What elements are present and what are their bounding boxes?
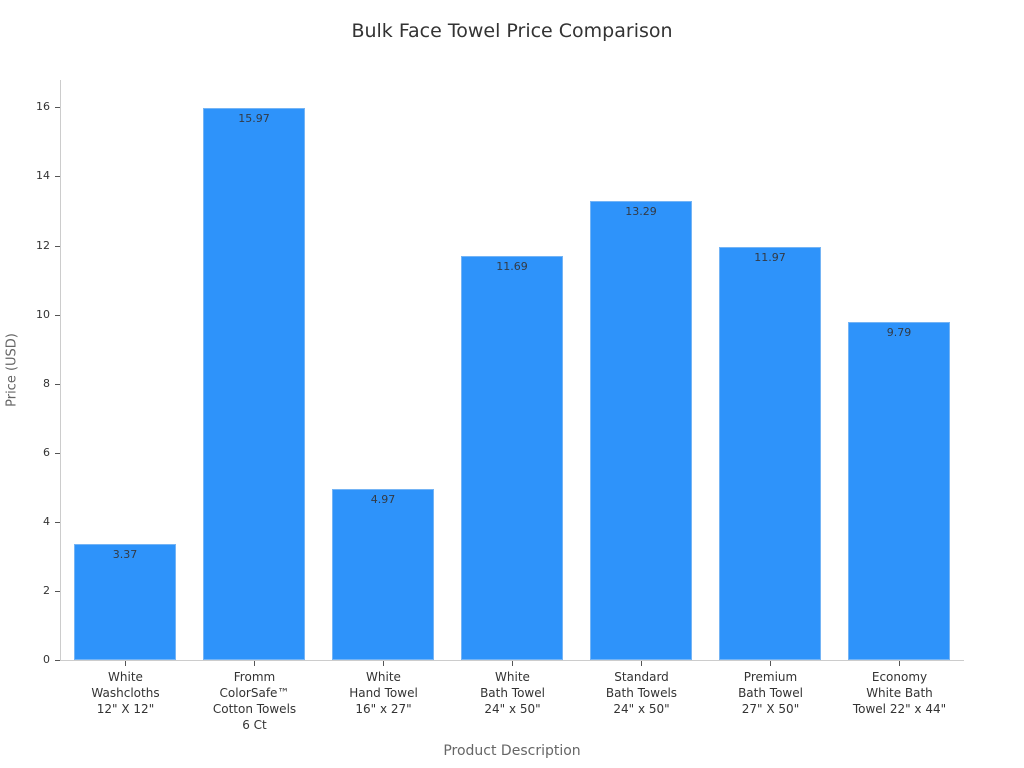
bar-value-label: 15.97 <box>238 112 270 125</box>
y-tick-label: 2 <box>43 584 50 597</box>
y-tick-mark <box>55 591 60 592</box>
y-tick-label: 0 <box>43 653 50 666</box>
y-tick: 8 <box>0 377 60 391</box>
bar-value-label: 9.79 <box>886 326 912 339</box>
y-tick-mark <box>55 107 60 108</box>
bar-value-label: 3.37 <box>112 548 138 561</box>
x-tick-mark <box>899 661 900 666</box>
bar-value-label: 11.97 <box>754 251 786 264</box>
bar: 15.97 <box>203 108 305 660</box>
x-tick-label: White Hand Towel 16" x 27" <box>349 670 418 716</box>
bar: 4.97 <box>332 489 434 660</box>
bar-value-label: 11.69 <box>496 260 528 273</box>
y-tick: 16 <box>0 100 60 114</box>
y-tick: 4 <box>0 515 60 529</box>
y-tick-label: 4 <box>43 515 50 528</box>
y-tick-label: 8 <box>43 377 50 390</box>
y-tick: 14 <box>0 169 60 183</box>
y-tick: 0 <box>0 653 60 667</box>
chart-title: Bulk Face Towel Price Comparison <box>351 20 673 42</box>
y-tick-mark <box>55 315 60 316</box>
x-tick-mark <box>512 661 513 666</box>
y-tick: 10 <box>0 308 60 322</box>
x-tick-mark <box>254 661 255 666</box>
bar: 9.79 <box>848 322 950 660</box>
y-tick-label: 14 <box>36 169 50 182</box>
x-tick-label: Premium Bath Towel 27" X 50" <box>738 670 803 716</box>
y-tick-mark <box>55 246 60 247</box>
y-tick-label: 10 <box>36 308 50 321</box>
y-tick: 2 <box>0 584 60 598</box>
x-tick-label: White Washcloths 12" X 12" <box>91 670 160 716</box>
y-tick-mark <box>55 522 60 523</box>
x-axis-label: Product Description <box>443 743 581 759</box>
y-tick-label: 16 <box>36 100 50 113</box>
bar-value-label: 4.97 <box>370 493 396 506</box>
y-tick: 12 <box>0 239 60 253</box>
x-tick-mark <box>770 661 771 666</box>
bar: 3.37 <box>74 544 176 660</box>
y-tick-label: 6 <box>43 446 50 459</box>
x-tick-label: Fromm ColorSafe™ Cotton Towels 6 Ct <box>212 670 297 732</box>
y-axis-label: Price (USD) <box>4 333 20 407</box>
y-tick-mark <box>55 453 60 454</box>
x-tick-label: White Bath Towel 24" x 50" <box>480 670 545 716</box>
y-tick-mark <box>55 176 60 177</box>
y-tick: 6 <box>0 446 60 460</box>
x-tick-mark <box>125 661 126 666</box>
bar: 11.69 <box>461 256 563 660</box>
x-tick-mark <box>383 661 384 666</box>
x-tick-label: Standard Bath Towels 24" x 50" <box>605 670 678 716</box>
y-axis-line <box>60 80 61 661</box>
bar: 13.29 <box>590 201 692 660</box>
y-tick-mark <box>55 660 60 661</box>
y-tick-label: 12 <box>36 239 50 252</box>
bar: 11.97 <box>719 247 821 660</box>
x-tick-mark <box>641 661 642 666</box>
x-tick-label: Economy White Bath Towel 22" x 44" <box>852 670 947 716</box>
x-axis-line <box>60 660 964 661</box>
bar-value-label: 13.29 <box>625 205 657 218</box>
y-tick-mark <box>55 384 60 385</box>
